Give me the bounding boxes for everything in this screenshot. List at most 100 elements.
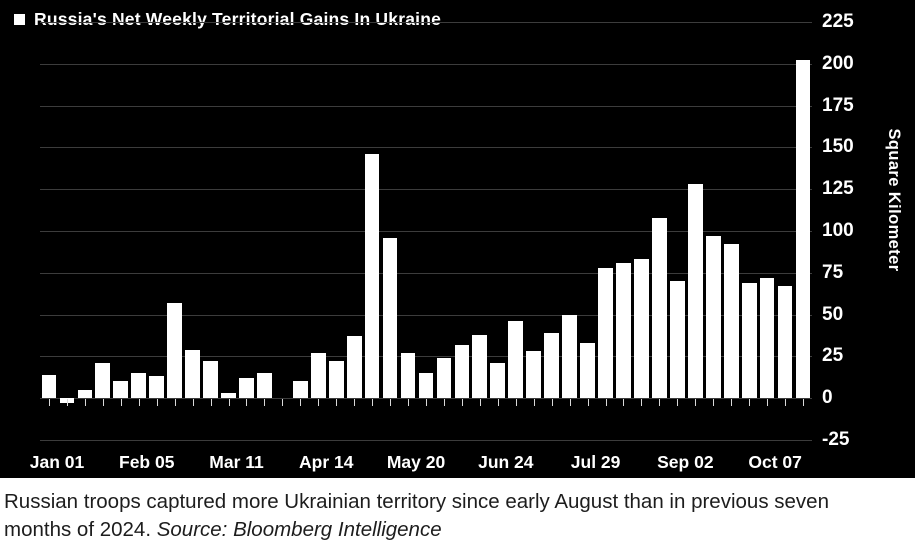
y-tick-label: 0 [822,387,833,409]
week-tick [318,399,320,407]
bar [400,353,416,399]
chart-title: Russia's Net Weekly Territorial Gains In… [34,9,442,29]
week-tick [641,399,643,407]
bar [490,363,506,399]
gridline [40,398,812,400]
gridline [40,231,812,232]
x-tick-label: Sep 02 [657,452,714,472]
week-tick [354,399,356,407]
y-tick-label: 150 [822,136,854,158]
gridline [40,440,812,441]
x-tick-label: Jun 24 [478,452,534,472]
bar [346,336,362,399]
bar [239,378,254,399]
week-tick [479,399,481,407]
bar [203,361,218,399]
bar [221,393,236,399]
bar [382,237,398,399]
y-tick-label: 175 [822,94,854,116]
week-tick [587,399,589,407]
plot-area [40,22,812,441]
week-tick [785,399,787,407]
caption-line-2: months of 2024. Source: Bloomberg Intell… [4,518,442,541]
week-tick [372,399,374,407]
week-tick [461,399,463,407]
y-axis-title: Square Kilometer [885,128,903,272]
week-tick [300,399,302,407]
y-tick-label: 50 [822,303,844,325]
bar [77,389,93,399]
bar [418,373,434,399]
bar [472,334,488,399]
week-tick [569,399,571,407]
week-tick [551,399,553,407]
caption-source: Source: Bloomberg Intelligence [156,518,442,541]
bar [328,361,344,399]
bar [759,277,775,399]
week-tick [803,399,805,407]
week-tick [408,399,410,407]
week-tick [84,399,86,407]
week-tick [48,399,50,407]
week-tick [767,399,769,407]
gridline [40,189,812,191]
gridline [40,105,812,107]
week-tick [426,399,427,407]
x-axis-tick-labels: Jan 01 Feb 05 Mar 11 Apr 14 May 20 Jun 24 Jul … [0,452,915,476]
gridline [40,356,812,358]
bar-chart: Russia's Net Weekly Territorial Gains In… [0,0,915,478]
bar [364,154,380,399]
bar [687,184,703,399]
bar [652,217,667,399]
bar [777,286,793,399]
bar [723,244,739,399]
week-tick [605,399,607,407]
x-tick-label: May 20 [386,452,446,472]
week-tick [677,399,679,407]
y-axis-tick-labels: 225 200 175 150 125 100 75 50 25 0 -25 [822,0,882,478]
week-tick [497,399,499,407]
gridline [40,314,812,316]
bar [113,381,129,399]
bar [795,60,811,399]
bar [616,262,631,399]
x-tick-label: Mar 11 [209,452,264,472]
bar [310,353,326,399]
week-tick [713,399,715,407]
y-tick-label: 100 [822,220,854,241]
bar [41,374,57,399]
bar [131,373,147,399]
week-tick [282,399,284,407]
bar [436,358,452,399]
bar [454,344,470,399]
bar [580,343,595,399]
week-tick [264,399,266,407]
bar [257,373,272,399]
week-tick [533,399,535,407]
chart-caption: Russian troops captured more Ukrainian t… [0,478,915,544]
y-tick-label: 225 [822,11,854,32]
x-tick-label: Jan 01 [29,452,85,472]
week-tick [336,399,338,407]
week-tick [659,399,661,407]
bar [544,332,560,399]
week-tick [192,399,194,407]
bar [634,259,649,399]
week-tick [102,399,104,407]
week-tick [210,399,212,407]
x-tick-label: Apr 14 [299,452,354,472]
bar [292,381,308,399]
bar [185,349,200,399]
week-tick [228,399,230,407]
bar [508,321,524,399]
bar [669,281,685,399]
week-tick [443,399,445,407]
bar [149,376,165,399]
bar [167,302,182,399]
y-tick-label: -25 [822,429,850,450]
bar [95,363,111,399]
gridline [40,147,812,149]
week-tick [731,399,733,407]
y-tick-label: 25 [822,345,844,367]
x-tick-label: Oct 07 [748,452,802,472]
